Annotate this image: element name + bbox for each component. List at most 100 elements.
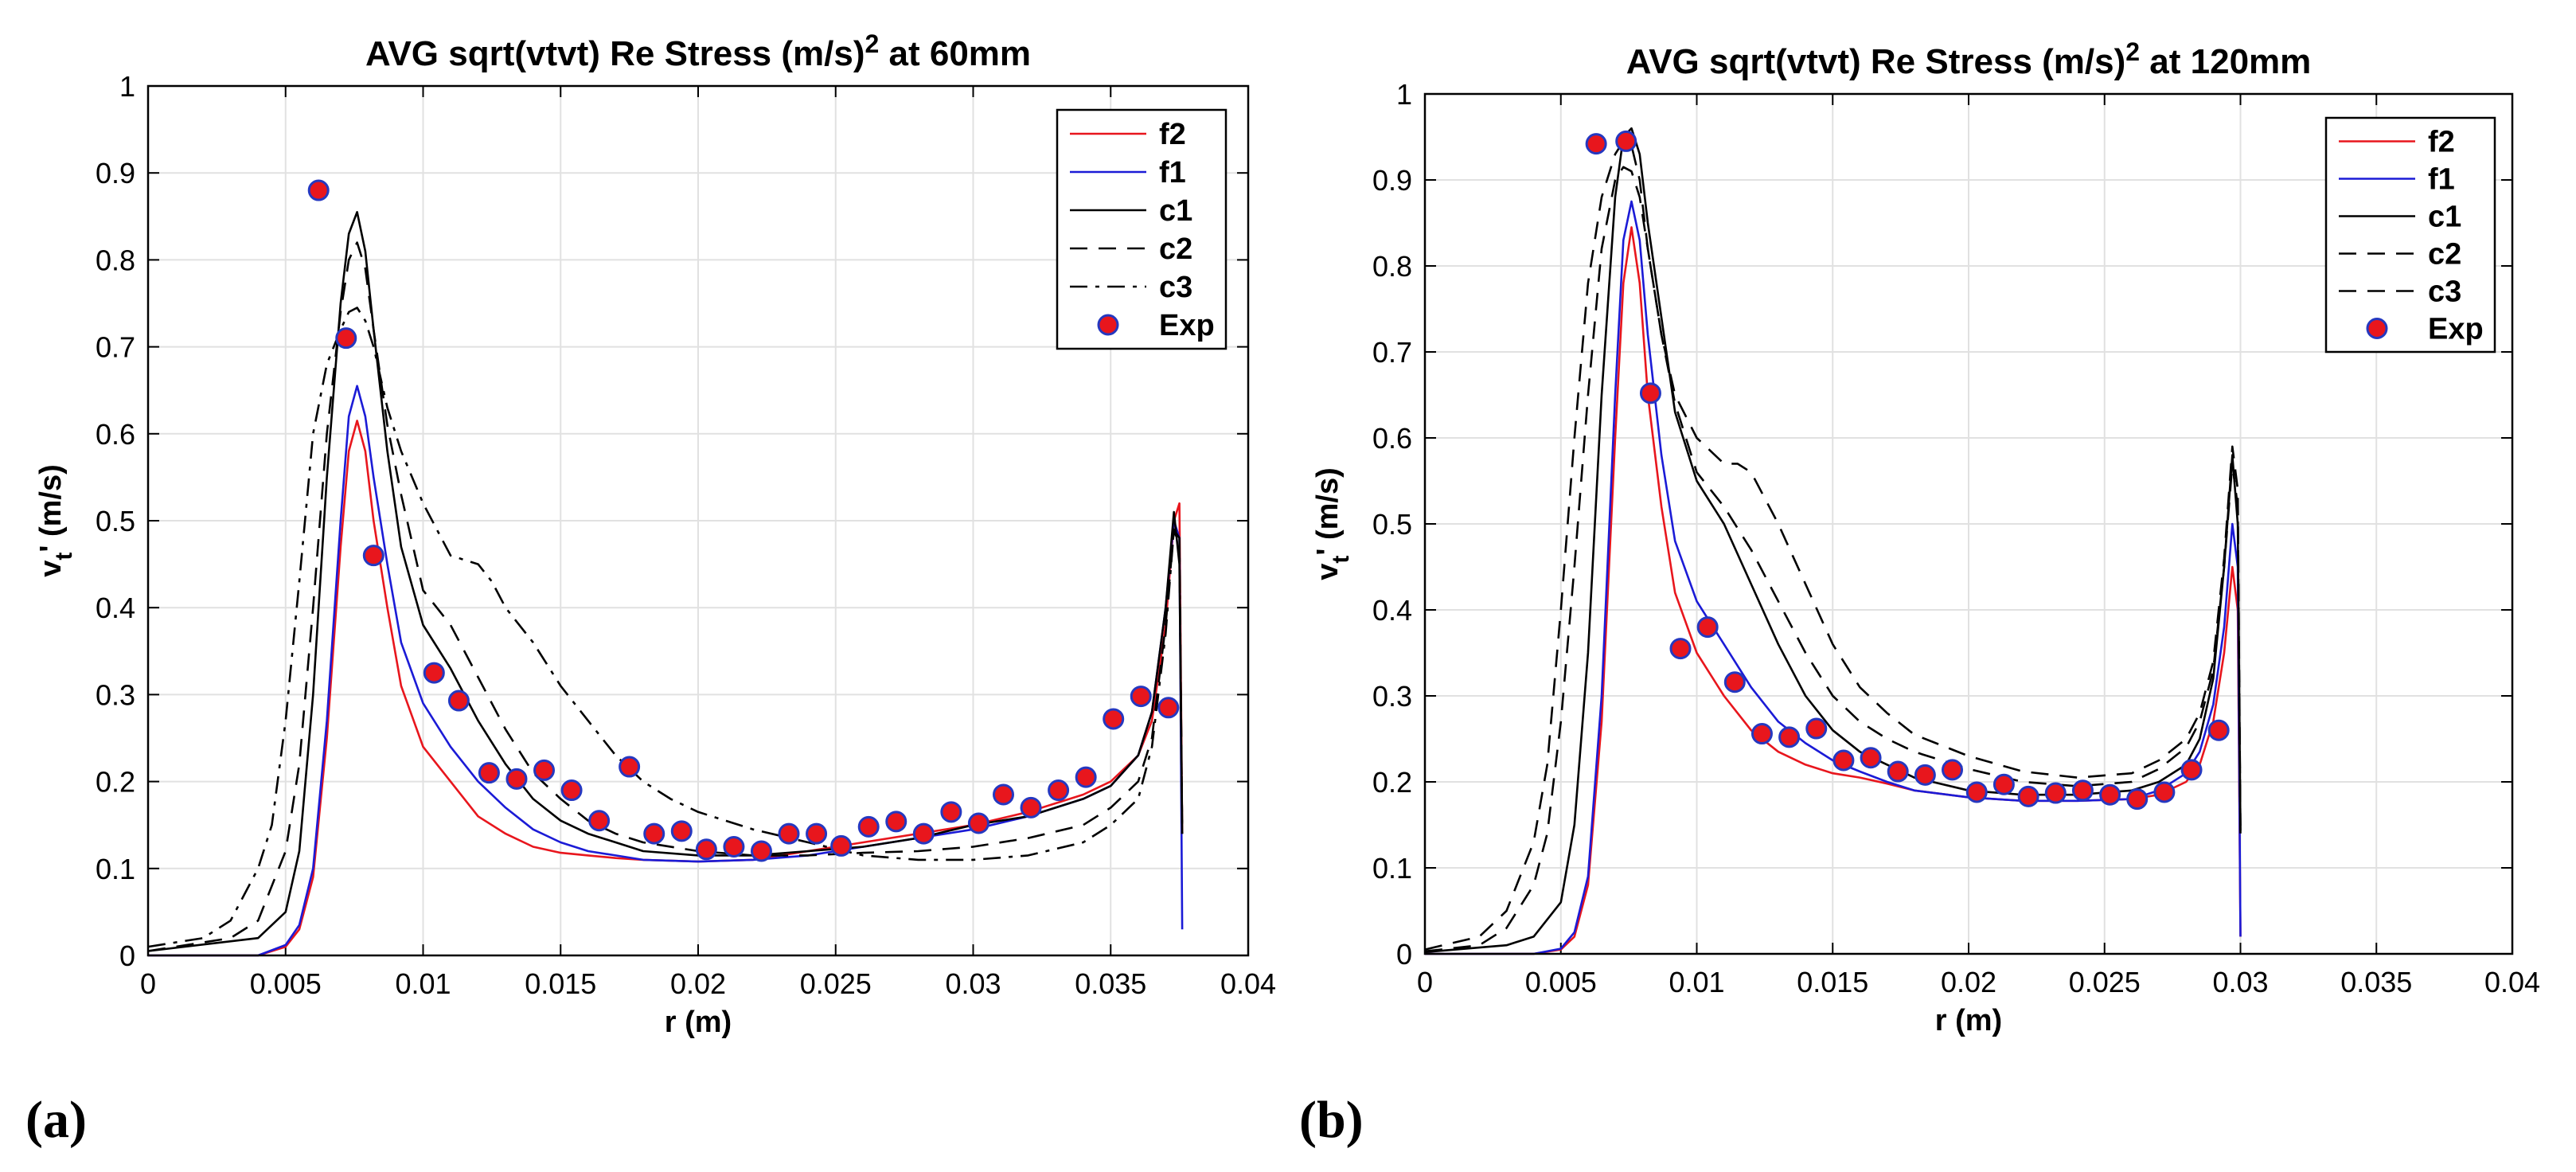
panel-a-legend-box	[1056, 108, 1228, 350]
panel-b-exp-point	[2153, 781, 2176, 803]
panel-a-exp-point	[560, 779, 583, 802]
panel-b-exp-point	[1585, 133, 1607, 155]
panel-a-legend-label-f2: f2	[1159, 118, 1186, 151]
panel-a-y-tick-label: 1	[119, 70, 135, 103]
panel-b-y-tick-label: 0.2	[1372, 766, 1412, 799]
panel-b-x-tick-label: 0.025	[2069, 966, 2141, 998]
panel-a-exp-point	[885, 811, 907, 833]
panel-b-legend-label-Exp: Exp	[2428, 313, 2484, 346]
panel-a-y-tick-label: 0.4	[96, 592, 135, 624]
panel-a-y-tick-label: 0.3	[96, 678, 135, 711]
panel-b-exp-point	[2180, 759, 2203, 781]
panel-a-y-tick-label: 0.5	[96, 505, 135, 537]
panel-a-exp-point	[362, 545, 384, 567]
panel-a-exp-point	[1048, 779, 1070, 802]
panel-a-exp-point	[619, 756, 641, 778]
panel-a-exp-point	[967, 812, 989, 834]
panel-a-label: (a)	[25, 1091, 87, 1149]
panel-a-legend-label-c2: c2	[1159, 232, 1192, 266]
panel-a-exp-point	[912, 822, 935, 845]
panel-a-series-line-c2	[147, 241, 1184, 952]
panel-b-x-tick-label: 0.005	[1525, 966, 1597, 998]
panel-a-exp-point	[335, 327, 357, 350]
panel-b-x-tick-label: 0	[1417, 966, 1433, 998]
panel-b-y-tick-label: 0	[1396, 938, 1412, 971]
panel-a-exp-point	[1075, 766, 1097, 788]
panel-a-exp-point	[505, 768, 528, 790]
panel-b-exp-point	[1832, 749, 1855, 772]
panel-a-y-tick-label: 0.9	[96, 157, 135, 189]
panel-a-x-tick-label: 0.04	[1220, 967, 1276, 1000]
panel-a-series-line-f2	[148, 420, 1184, 957]
panel-a-legend-label-Exp: Exp	[1159, 309, 1215, 342]
panel-b-exp-point	[1669, 638, 1692, 660]
panel-b-legend-label-f1: f1	[2428, 163, 2455, 197]
panel-a-series-line-c3	[147, 307, 1184, 948]
panel-a-x-tick-label: 0.03	[945, 967, 1001, 1000]
panel-b-y-tick-label: 0.7	[1372, 336, 1412, 369]
panel-a-exp-point	[830, 834, 853, 857]
panel-a-y-tick-label: 0.8	[96, 244, 135, 276]
panel-b-exp-point	[1942, 759, 1964, 781]
panel-b-x-tick-label: 0.03	[2212, 966, 2268, 998]
panel-a-exp-point	[423, 662, 445, 684]
panel-b-legend-box	[2324, 116, 2496, 354]
panel-b-y-tick-label: 0.3	[1372, 680, 1412, 713]
panel-b-x-tick-label: 0.035	[2340, 966, 2412, 998]
panel-a-legend-label-f1: f1	[1159, 156, 1186, 189]
panel-a-y-tick-label: 0.1	[96, 853, 135, 885]
panel-b-legend-label-c3: c3	[2428, 275, 2461, 309]
panel-b-x-axis-label: r (m)	[1935, 1004, 2002, 1037]
panel-a-exp-point	[670, 820, 693, 842]
panel-b-exp-point	[2017, 785, 2039, 807]
panel-a-exp-point	[778, 822, 800, 845]
panel-b-exp-point	[1723, 671, 1746, 693]
panel-b-exp-point	[1860, 747, 1882, 769]
panel-b-legend-label-f2: f2	[2428, 126, 2455, 159]
panel-b-exp-point	[2126, 788, 2149, 811]
panel-b-legend-label-c1: c1	[2428, 201, 2461, 234]
panel-a-y-axis-label: vt' (m/s)	[34, 464, 77, 577]
panel-a-x-tick-label: 0	[140, 967, 156, 1000]
panel-a-y-tick-label: 0.2	[96, 766, 135, 799]
panel-a-exp-point	[643, 822, 665, 845]
panel-a-exp-point	[750, 840, 772, 862]
panel-a-axes-box	[146, 84, 1250, 957]
panel-a-chart-title: AVG sqrt(vtvt) Re Stress (m/s)2 at 60mm	[365, 29, 1031, 73]
panel-a-exp-point	[1103, 708, 1125, 730]
panel-a-legend: f2 f1 c1 c2 c3 Exp	[1056, 108, 1228, 350]
panel-a-exp-point	[478, 762, 500, 784]
panel-b-chart-title: AVG sqrt(vtvt) Re Stress (m/s)2 at 120mm	[1626, 37, 2312, 81]
panel-a-x-tick-label: 0.035	[1075, 967, 1146, 1000]
panel-a-legend-marker-exp	[1097, 314, 1119, 336]
panel-a-x-axis-label: r (m)	[665, 1006, 732, 1039]
panel-a-y-tick-label: 0.7	[96, 331, 135, 364]
panel-b-plot: 0 0.005 0.01 0.015 0.02 0.025 0.03 0.035 0.04 0 0.…	[1311, 37, 2540, 1037]
panel-a-x-tick-label: 0.02	[670, 967, 726, 1000]
panel-b-y-tick-label: 0.5	[1372, 508, 1412, 541]
panel-a-x-tick-label: 0.015	[525, 967, 596, 1000]
panel-b-exp-point	[2071, 779, 2094, 802]
panel-a-exp-point	[723, 836, 745, 858]
panel-b-exp-point	[1992, 773, 2015, 795]
panel-b-exp-point	[1887, 760, 1909, 783]
panel-a-plot: 0 0.005 0.01 0.015 0.02 0.025 0.03 0.035 0.04 0 0.…	[34, 29, 1276, 1039]
panel-a-exp-point	[1020, 796, 1042, 818]
panel-b-x-tick-label: 0.02	[1941, 966, 1996, 998]
panel-a-series-line-c1	[147, 210, 1184, 952]
panel-b-exp-point	[1805, 717, 1828, 740]
panel-a-exp-point	[1157, 697, 1180, 719]
panel-a-y-tick-label: 0.6	[96, 418, 135, 451]
panel-b-y-tick-label: 0.9	[1372, 164, 1412, 197]
panel-a-exp-point	[533, 759, 556, 781]
panel-a-exp-point	[940, 801, 962, 823]
panel-b: 0 0.005 0.01 0.015 0.02 0.025 0.03 0.035 0.04 0 0.…	[1299, 37, 2540, 1149]
panel-a: 0 0.005 0.01 0.015 0.02 0.025 0.03 0.035 0.04 0 0.…	[25, 29, 1276, 1149]
panel-b-series-line-c1	[1424, 127, 2242, 954]
panel-b-legend-marker-exp	[2366, 318, 2388, 339]
panel-a-exp-point	[588, 810, 611, 832]
panel-a-legend-label-c3: c3	[1159, 271, 1192, 304]
panel-a-x-tick-label: 0.025	[800, 967, 872, 1000]
panel-a-legend-label-c1: c1	[1159, 194, 1192, 228]
